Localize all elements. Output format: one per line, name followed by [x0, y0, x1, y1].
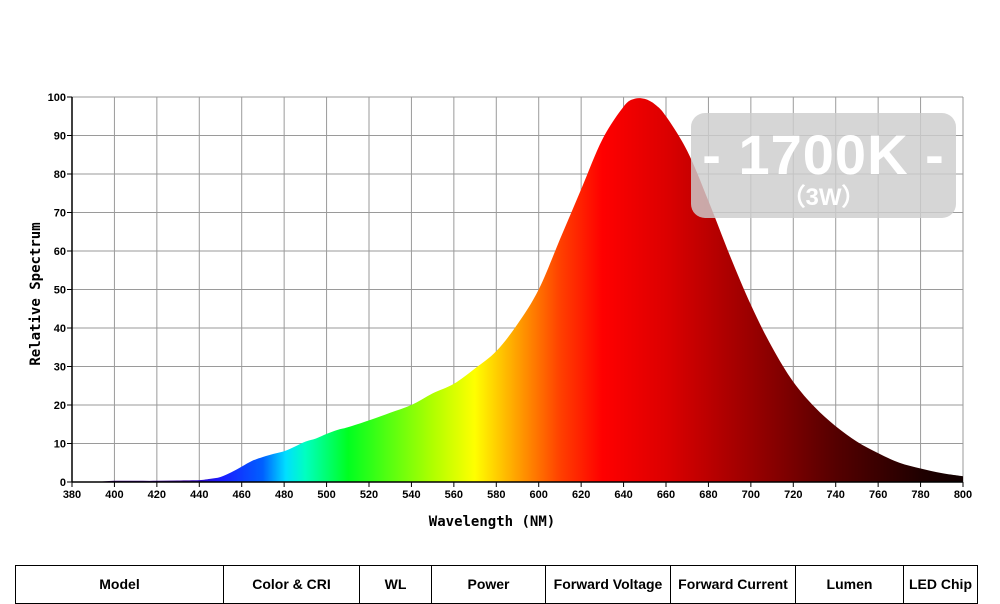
header-led-chip: LED Chip: [903, 565, 978, 604]
y-tick-label-0: 0: [60, 477, 66, 489]
badge-subtitle: （3W）: [781, 184, 866, 211]
table-header-row: Model Color & CRI WL Power Forward Volta…: [15, 565, 978, 604]
x-tick-label-760: 760: [869, 489, 887, 501]
tick-labels: 380 400 420 440 460 480 500 520 540 560 580 600 620 6…: [48, 92, 973, 501]
spec-table: Model Color & CRI WL Power Forward Volta…: [15, 565, 978, 604]
x-tick-label-680: 680: [699, 489, 717, 501]
header-lumen: Lumen: [795, 565, 904, 604]
y-tick-label-10: 10: [54, 439, 66, 451]
x-tick-label-480: 480: [275, 489, 293, 501]
y-tick-label-80: 80: [54, 169, 66, 181]
y-tick-label-60: 60: [54, 246, 66, 258]
x-tick-label-580: 580: [487, 489, 505, 501]
x-tick-label-460: 460: [233, 489, 251, 501]
y-tick-label-40: 40: [54, 323, 66, 335]
y-tick-label-70: 70: [54, 208, 66, 220]
x-tick-label-440: 440: [190, 489, 208, 501]
x-tick-label-520: 520: [360, 489, 378, 501]
header-forward-current: Forward Current: [670, 565, 796, 604]
y-tick-label-100: 100: [48, 92, 66, 104]
spectrum-area: [72, 98, 963, 483]
header-model: Model: [15, 565, 224, 604]
x-tick-label-380: 380: [63, 489, 81, 501]
y-axis-title: Relative Spectrum: [28, 222, 44, 365]
x-tick-label-560: 560: [445, 489, 463, 501]
x-tick-label-740: 740: [827, 489, 845, 501]
header-forward-voltage: Forward Voltage: [545, 565, 671, 604]
color-temperature-badge: - 1700K - （3W）: [691, 113, 956, 218]
x-tick-label-500: 500: [317, 489, 335, 501]
y-tick-label-30: 30: [54, 362, 66, 374]
x-tick-label-800: 800: [954, 489, 972, 501]
axes: [67, 96, 964, 487]
x-tick-label-660: 660: [657, 489, 675, 501]
x-tick-label-700: 700: [742, 489, 760, 501]
x-axis-title: Wavelength (NM): [429, 514, 555, 530]
x-tick-label-720: 720: [784, 489, 802, 501]
spectrum-chart: 380 400 420 440 460 480 500 520 540 560 580 600 620 6…: [28, 92, 973, 530]
header-color-cri: Color & CRI: [223, 565, 360, 604]
x-tick-label-780: 780: [911, 489, 929, 501]
x-tick-label-600: 600: [530, 489, 548, 501]
x-tick-label-420: 420: [148, 489, 166, 501]
badge-title: - 1700K -: [702, 123, 945, 186]
y-tick-label-20: 20: [54, 400, 66, 412]
header-power: Power: [431, 565, 546, 604]
x-tick-label-640: 640: [614, 489, 632, 501]
header-wl: WL: [359, 565, 432, 604]
y-tick-label-50: 50: [54, 285, 66, 297]
x-tick-label-540: 540: [402, 489, 420, 501]
x-tick-label-620: 620: [572, 489, 590, 501]
x-tick-label-400: 400: [105, 489, 123, 501]
y-tick-label-90: 90: [54, 131, 66, 143]
